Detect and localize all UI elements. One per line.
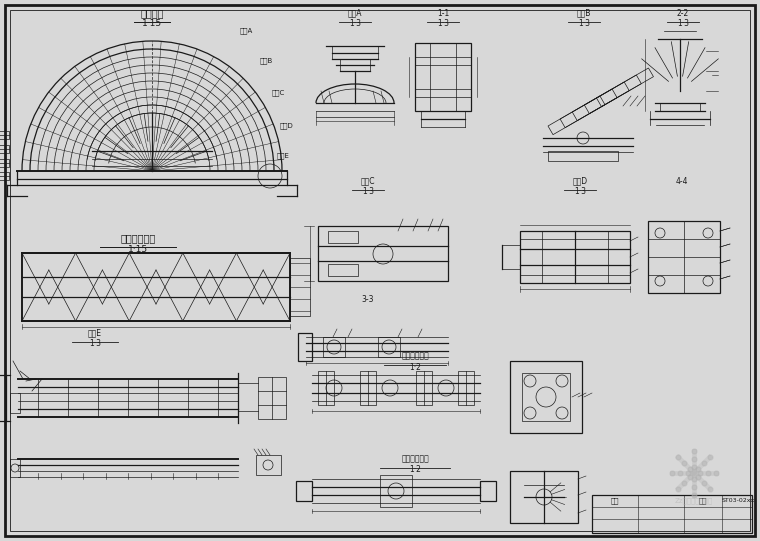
Bar bbox=[256, 455, 281, 475]
Bar bbox=[290, 258, 310, 316]
Bar bbox=[510, 361, 582, 433]
Text: 1·3: 1·3 bbox=[677, 19, 689, 29]
Bar bbox=[458, 371, 474, 405]
Bar bbox=[318, 226, 448, 281]
Bar bbox=[328, 231, 358, 243]
Text: 图号: 图号 bbox=[698, 498, 708, 504]
Text: 4-4: 4-4 bbox=[676, 176, 689, 186]
Text: 剖面C: 剖面C bbox=[361, 176, 375, 186]
Text: 剖面A: 剖面A bbox=[348, 9, 363, 17]
Text: 3-3: 3-3 bbox=[362, 294, 374, 304]
Bar bbox=[296, 481, 312, 501]
Bar bbox=[258, 377, 286, 419]
Bar bbox=[10, 459, 20, 477]
Text: 纵断面图: 纵断面图 bbox=[141, 8, 163, 18]
Text: 1·2: 1·2 bbox=[409, 362, 421, 372]
Bar bbox=[318, 371, 334, 405]
Text: 1·3: 1·3 bbox=[362, 188, 374, 196]
Text: 1·3: 1·3 bbox=[578, 19, 590, 29]
Bar bbox=[328, 264, 358, 276]
Bar bbox=[378, 337, 400, 357]
Bar bbox=[22, 253, 290, 321]
Text: 1·3: 1·3 bbox=[437, 19, 449, 29]
Bar bbox=[416, 371, 432, 405]
Bar bbox=[660, 103, 700, 111]
Text: 油压螺栋大样: 油压螺栋大样 bbox=[401, 352, 429, 360]
Text: 剖面E: 剖面E bbox=[277, 153, 290, 159]
Text: 剖面B: 剖面B bbox=[260, 58, 274, 64]
Bar bbox=[520, 231, 630, 283]
Text: ST03-02xx: ST03-02xx bbox=[721, 498, 755, 504]
Bar bbox=[380, 475, 412, 507]
Text: 1·3: 1·3 bbox=[574, 188, 586, 196]
Text: 剖面B: 剖面B bbox=[577, 9, 591, 17]
Text: 剖面D: 剖面D bbox=[280, 123, 294, 129]
Bar bbox=[0, 131, 9, 139]
Text: 纵向平截面图: 纵向平截面图 bbox=[120, 233, 156, 243]
Bar bbox=[510, 471, 578, 523]
Bar bbox=[360, 371, 376, 405]
Text: 剖面C: 剖面C bbox=[272, 90, 285, 96]
Bar bbox=[502, 245, 520, 269]
Text: 剖面A: 剖面A bbox=[240, 28, 253, 34]
Bar bbox=[298, 333, 312, 361]
Bar bbox=[548, 151, 618, 161]
Text: 剖面D: 剖面D bbox=[572, 176, 587, 186]
Bar bbox=[592, 495, 752, 533]
Bar bbox=[0, 159, 9, 167]
Bar bbox=[522, 373, 570, 421]
Text: 调整螺栋大样: 调整螺栋大样 bbox=[401, 454, 429, 464]
Bar bbox=[0, 172, 9, 180]
Text: 1·15: 1·15 bbox=[142, 19, 162, 29]
Text: 1·3: 1·3 bbox=[89, 340, 101, 348]
Bar bbox=[648, 221, 720, 293]
Bar bbox=[480, 481, 496, 501]
Text: 制图: 制图 bbox=[611, 498, 619, 504]
Text: 剖面E: 剖面E bbox=[88, 328, 102, 338]
Text: 1·15: 1·15 bbox=[128, 245, 148, 254]
Text: Zz中国土木工程网: Zz中国土木工程网 bbox=[675, 498, 713, 504]
Text: 1·3: 1·3 bbox=[349, 19, 361, 29]
Bar bbox=[0, 145, 9, 153]
Bar bbox=[10, 393, 20, 413]
Bar bbox=[323, 337, 345, 357]
Text: 1-1: 1-1 bbox=[437, 9, 449, 17]
Text: 1·2: 1·2 bbox=[409, 465, 421, 474]
Bar bbox=[415, 43, 471, 111]
Text: 2-2: 2-2 bbox=[677, 9, 689, 17]
